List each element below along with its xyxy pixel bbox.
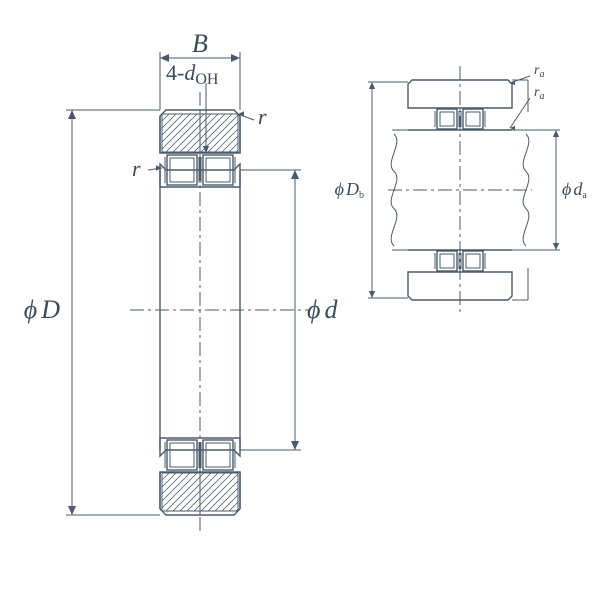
label-phi-Db: ϕDb <box>335 179 364 201</box>
label-phi-D: ϕD <box>24 295 60 324</box>
label-phi-d: ϕd <box>307 295 338 324</box>
label-r-left: r <box>132 156 141 181</box>
label-4-dOH: 4-dOH <box>166 60 219 88</box>
label-ra: ra <box>534 63 544 80</box>
left-cross-section: B4-dOH r r ϕD ϕd <box>24 29 339 533</box>
right-mounting-view: ra ra ϕDb ϕda <box>335 63 588 314</box>
label-r-top-right: r <box>258 104 267 129</box>
label-ra: ra <box>534 85 544 102</box>
label-B: B <box>192 29 208 58</box>
label-phi-da: ϕda <box>562 179 587 201</box>
